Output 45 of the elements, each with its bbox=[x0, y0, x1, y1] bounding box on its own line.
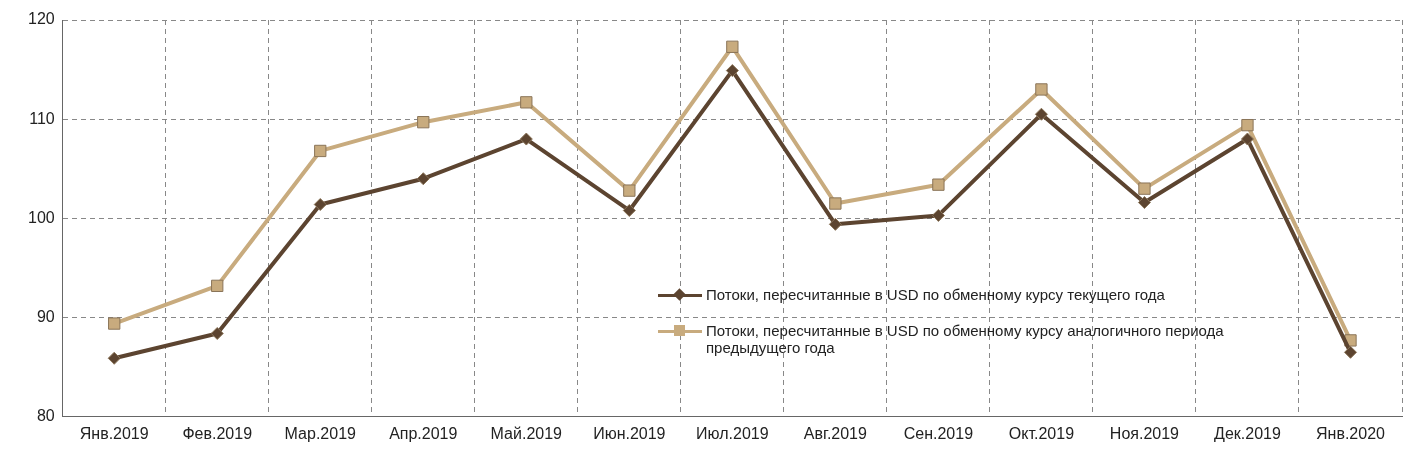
point bbox=[726, 40, 739, 53]
point bbox=[210, 326, 224, 340]
point bbox=[520, 96, 533, 109]
x-tick-label: Сен.2019 bbox=[903, 424, 974, 442]
y-tick-label: 80 bbox=[36, 407, 55, 425]
point bbox=[1034, 107, 1048, 121]
point bbox=[1343, 345, 1357, 359]
y-tick-label: 90 bbox=[36, 308, 55, 326]
point bbox=[932, 178, 945, 191]
legend-label: Потоки, пересчитанные в USD по обменному курсу аналогичного периода предыдущего года bbox=[706, 322, 1225, 356]
x-tick-label: Фев.2019 bbox=[182, 424, 253, 442]
point bbox=[107, 351, 121, 365]
y-tick-label: 100 bbox=[27, 208, 55, 226]
point bbox=[313, 198, 327, 212]
y-tick-label: 120 bbox=[27, 10, 55, 28]
point bbox=[828, 217, 842, 231]
x-tick-label: Янв.2019 bbox=[79, 424, 149, 442]
point bbox=[623, 184, 636, 197]
point bbox=[416, 172, 430, 186]
x-tick-label: Дек.2019 bbox=[1214, 424, 1281, 442]
point bbox=[931, 208, 945, 222]
legend-label: Потоки, пересчитанные в USD по обменному курсу текущего года bbox=[706, 286, 1165, 303]
x-tick-label: Мар.2019 bbox=[284, 424, 357, 442]
point bbox=[1240, 132, 1254, 146]
y-tick-label: 110 bbox=[29, 109, 55, 127]
point bbox=[622, 203, 636, 217]
point bbox=[725, 64, 739, 78]
point bbox=[829, 197, 842, 210]
x-tick-label: Янв.2020 bbox=[1316, 424, 1386, 442]
x-tick-label: Апр.2019 bbox=[389, 424, 458, 442]
point bbox=[1137, 196, 1151, 210]
point bbox=[1035, 83, 1048, 96]
x-tick-label: Июн.2019 bbox=[593, 424, 666, 442]
x-tick-label: Июл.2019 bbox=[696, 424, 769, 442]
x-tick-label: Авг.2019 bbox=[803, 424, 868, 442]
x-tick-label: Май.2019 bbox=[490, 424, 563, 442]
point bbox=[211, 279, 224, 293]
point bbox=[1241, 119, 1254, 132]
point bbox=[417, 116, 430, 129]
point bbox=[519, 132, 533, 146]
x-tick-label: Ноя.2019 bbox=[1109, 424, 1180, 442]
x-tick-label: Окт.2019 bbox=[1008, 424, 1075, 442]
point bbox=[1138, 182, 1151, 195]
point bbox=[314, 144, 327, 158]
point bbox=[108, 317, 121, 330]
